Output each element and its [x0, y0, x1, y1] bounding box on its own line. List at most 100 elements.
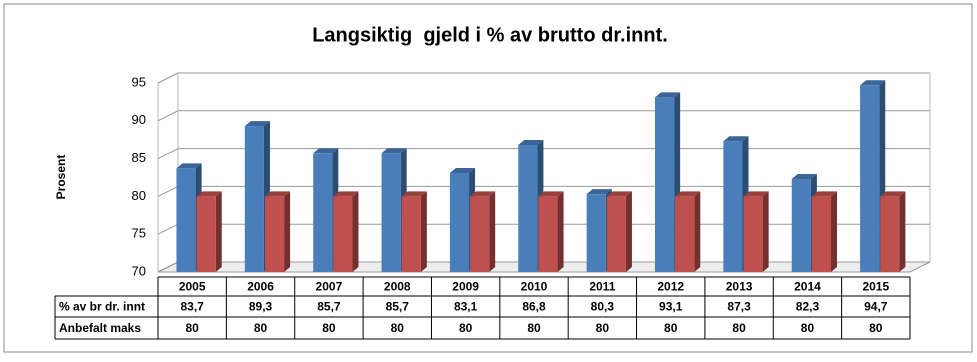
table-value: 94,7 [864, 300, 888, 314]
bar-top [176, 163, 202, 169]
x-tick-label: 2008 [384, 280, 411, 294]
bar-top [655, 92, 681, 98]
bar [333, 196, 353, 272]
bar-top [860, 80, 886, 86]
bar-side [215, 191, 222, 272]
table-value: 82,3 [796, 300, 820, 314]
y-tick-label: 75 [132, 226, 146, 241]
table-value: 80 [732, 321, 746, 335]
bar-top [675, 191, 701, 197]
bar [675, 196, 695, 272]
bar-top [381, 148, 407, 154]
bar-top [606, 191, 632, 197]
grid-line [157, 72, 930, 84]
bar [470, 196, 490, 272]
bar-top [196, 191, 222, 197]
y-tick-label: 95 [132, 74, 146, 89]
bar-side [831, 191, 838, 272]
bar [244, 126, 264, 272]
bar [723, 141, 743, 272]
bar-top [518, 139, 544, 145]
y-axis-label: Prosent [54, 155, 68, 200]
table-value: 93,1 [659, 300, 683, 314]
legend-label: % av br dr. innt [59, 300, 145, 314]
bar-top [449, 167, 476, 173]
table-value: 89,3 [249, 300, 273, 314]
table-value: 83,7 [181, 300, 205, 314]
bar [860, 85, 880, 272]
table-value: 83,1 [454, 300, 478, 314]
y-tick-label: 85 [132, 150, 146, 165]
bar [196, 196, 216, 272]
x-tick-label: 2009 [452, 280, 479, 294]
bar [264, 196, 285, 272]
bar-side [899, 191, 906, 272]
bar-top [880, 191, 906, 197]
x-tick-label: 2005 [179, 280, 206, 294]
bar-side [557, 191, 564, 272]
bar [518, 144, 538, 272]
table-value: 80 [664, 321, 678, 335]
bar-side [625, 191, 632, 272]
bar [606, 196, 626, 272]
bar [401, 196, 421, 272]
bar-top [401, 191, 427, 197]
table-value: 87,3 [727, 300, 751, 314]
table-value: 80 [254, 321, 268, 335]
legend-label: Anbefalt maks [59, 321, 141, 335]
x-tick-label: 2010 [521, 280, 548, 294]
table-value: 80 [186, 321, 200, 335]
bar-top [791, 174, 817, 180]
y-tick-label: 90 [132, 112, 146, 127]
bar [449, 172, 470, 272]
bar [811, 196, 832, 272]
table-value: 85,7 [386, 300, 410, 314]
bar [655, 97, 675, 272]
x-tick-label: 2012 [657, 280, 684, 294]
side-wall [157, 72, 179, 273]
bar [538, 196, 558, 272]
bar-top [470, 191, 496, 197]
bar [880, 196, 900, 272]
table-value: 80 [459, 321, 473, 335]
table-value: 86,8 [522, 300, 546, 314]
x-tick-label: 2007 [316, 280, 343, 294]
bar [176, 168, 196, 272]
x-tick-label: 2013 [726, 280, 753, 294]
bar [743, 196, 763, 272]
x-tick-label: 2014 [794, 280, 821, 294]
table-value: 80 [596, 321, 610, 335]
table-value: 80,3 [591, 300, 615, 314]
bar-side [694, 191, 701, 272]
table-value: 80 [801, 321, 815, 335]
table-value: 80 [869, 321, 883, 335]
bar-side [284, 191, 291, 272]
x-tick-label: 2011 [589, 280, 615, 294]
bar-side [352, 191, 359, 272]
bar-side [762, 191, 769, 272]
bar-top [244, 121, 270, 127]
bar-top [723, 136, 749, 142]
x-tick-label: 2006 [247, 280, 274, 294]
y-tick-label: 80 [132, 188, 146, 203]
table-value: 85,7 [317, 300, 341, 314]
bar-side [489, 191, 496, 272]
bar [381, 153, 401, 272]
bar-top [313, 148, 339, 154]
chart-title: Langsiktig gjeld i % av brutto dr.innt. [312, 24, 668, 46]
x-tick-label: 2015 [862, 280, 889, 294]
table-value: 80 [391, 321, 405, 335]
bar-side [420, 191, 427, 272]
y-tick-label: 70 [132, 263, 146, 278]
bar-top [333, 191, 359, 197]
bar [313, 153, 333, 272]
bar [791, 179, 811, 272]
bar-top [538, 191, 564, 197]
bar-top [264, 191, 291, 197]
bar-top [586, 189, 612, 195]
table-value: 80 [322, 321, 336, 335]
table-value: 80 [527, 321, 541, 335]
bar-top [811, 191, 838, 197]
bar-top [743, 191, 769, 197]
